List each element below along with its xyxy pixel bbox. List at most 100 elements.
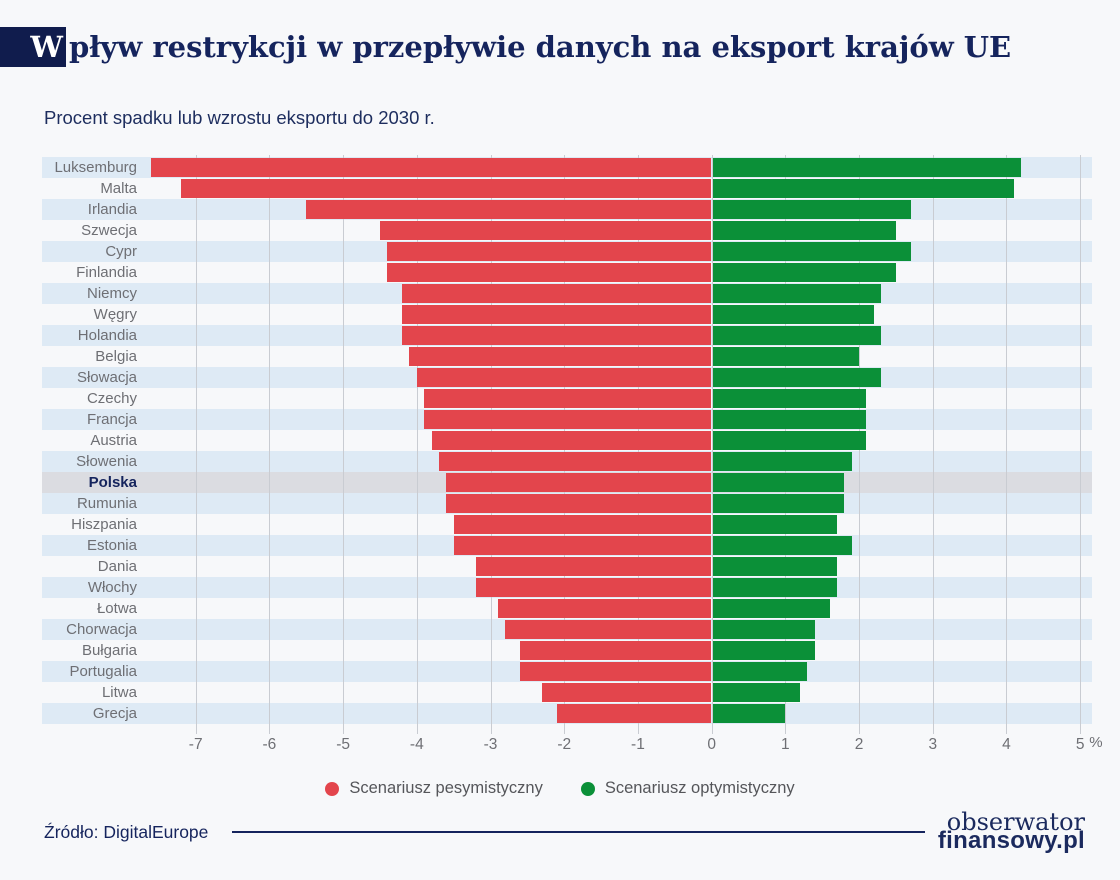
bar-pessimistic xyxy=(424,410,711,429)
chart-row: Szwecja xyxy=(42,220,1092,241)
bar-pessimistic xyxy=(416,368,711,387)
bar-optimistic xyxy=(712,179,1014,198)
plot-area xyxy=(150,220,1092,241)
plot-area xyxy=(150,472,1092,493)
plot-area xyxy=(150,682,1092,703)
chart-row: Rumunia xyxy=(42,493,1092,514)
legend-item: Scenariusz optymistyczny xyxy=(580,779,795,798)
bar-pessimistic xyxy=(402,284,711,303)
bar-pessimistic xyxy=(505,620,711,639)
country-label: Hiszpania xyxy=(71,516,137,533)
bar-optimistic xyxy=(712,599,830,618)
x-tick-label: 3 xyxy=(928,736,938,753)
logo-line-2: finansowy.pl xyxy=(937,827,1085,854)
country-label: Finlandia xyxy=(76,264,137,281)
plot-area xyxy=(150,430,1092,451)
chart-row: Litwa xyxy=(42,682,1092,703)
bar-optimistic xyxy=(712,641,815,660)
bar-pessimistic xyxy=(520,662,711,681)
legend-label: Scenariusz pesymistyczny xyxy=(349,779,543,797)
country-label: Estonia xyxy=(86,537,137,554)
country-label: Czechy xyxy=(86,390,137,407)
country-label: Cypr xyxy=(105,243,137,260)
bar-optimistic xyxy=(712,284,882,303)
chart-row: Czechy xyxy=(42,388,1092,409)
country-label: Łotwa xyxy=(96,600,137,617)
legend: Scenariusz pesymistyczny Scenariusz optym… xyxy=(0,779,1120,798)
plot-area xyxy=(150,325,1092,346)
bar-pessimistic xyxy=(180,179,711,198)
legend-label: Scenariusz optymistyczny xyxy=(604,779,795,797)
bar-optimistic xyxy=(712,536,852,555)
chart-row: Węgry xyxy=(42,304,1092,325)
plot-area xyxy=(150,577,1092,598)
title-initial: W xyxy=(30,30,63,64)
bar-pessimistic xyxy=(475,578,711,597)
bar-pessimistic xyxy=(453,536,711,555)
legend-dot-icon xyxy=(325,781,340,796)
bar-pessimistic xyxy=(402,305,711,324)
bar-pessimistic xyxy=(431,431,711,450)
plot-area xyxy=(150,346,1092,367)
plot-area xyxy=(150,451,1092,472)
chart-row: Hiszpania xyxy=(42,514,1092,535)
footer: Źródło: DigitalEurope obserwator finanso… xyxy=(44,810,1085,862)
plot-area xyxy=(150,535,1092,556)
bar-optimistic xyxy=(712,389,867,408)
bar-pessimistic xyxy=(379,221,711,240)
legend-dot-icon xyxy=(580,781,595,796)
chart-rows: Luksemburg Malta Irlandia Szwecja Cypr Finlan… xyxy=(42,157,1092,724)
x-tick-label: 0 xyxy=(707,736,716,753)
chart-row: Dania xyxy=(42,556,1092,577)
bar-pessimistic xyxy=(151,158,711,177)
divider-line xyxy=(232,831,925,833)
chart-row: Bułgaria xyxy=(42,640,1092,661)
bar-optimistic xyxy=(712,557,837,576)
country-label: Włochy xyxy=(87,579,137,596)
x-tick-label: -4 xyxy=(409,736,424,753)
plot-area xyxy=(150,304,1092,325)
plot-area xyxy=(150,598,1092,619)
plot-area xyxy=(150,493,1092,514)
page-title: W pływ restrykcji w przepływie danych na… xyxy=(0,27,1011,67)
chart-row: Słowenia xyxy=(42,451,1092,472)
country-label: Niemcy xyxy=(86,285,137,302)
country-label: Belgia xyxy=(95,348,137,365)
country-label: Rumunia xyxy=(76,495,137,512)
bar-optimistic xyxy=(712,578,837,597)
plot-area xyxy=(150,556,1092,577)
source-label: Źródło: DigitalEurope xyxy=(44,822,209,842)
country-label: Bułgaria xyxy=(81,642,137,659)
title-initial-box: W xyxy=(0,27,66,67)
x-tick-label: -1 xyxy=(631,736,645,753)
bar-chart: Luksemburg Malta Irlandia Szwecja Cypr Finlan… xyxy=(42,155,1103,760)
chart-row: Austria xyxy=(42,430,1092,451)
bar-optimistic xyxy=(712,620,815,639)
chart-row: Słowacja xyxy=(42,367,1092,388)
bar-pessimistic xyxy=(438,452,711,471)
plot-area xyxy=(150,241,1092,262)
bar-optimistic xyxy=(712,200,911,219)
x-axis-unit: % xyxy=(1089,734,1103,751)
bar-pessimistic xyxy=(409,347,711,366)
country-label: Szwecja xyxy=(81,222,137,239)
plot-area xyxy=(150,388,1092,409)
chart-row: Luksemburg xyxy=(42,157,1092,178)
plot-area xyxy=(150,640,1092,661)
chart-row: Irlandia xyxy=(42,199,1092,220)
country-label: Dania xyxy=(97,558,137,575)
bar-optimistic xyxy=(712,431,867,450)
bar-pessimistic xyxy=(402,326,711,345)
plot-area xyxy=(150,514,1092,535)
plot-area xyxy=(150,661,1092,682)
bar-optimistic xyxy=(712,158,1022,177)
bar-optimistic xyxy=(712,305,874,324)
bar-pessimistic xyxy=(556,704,711,723)
x-tick-label: 1 xyxy=(781,736,790,753)
chart-row: Chorwacja xyxy=(42,619,1092,640)
chart-row: Włochy xyxy=(42,577,1092,598)
chart-row: Francja xyxy=(42,409,1092,430)
chart-row: Łotwa xyxy=(42,598,1092,619)
chart-row: Estonia xyxy=(42,535,1092,556)
x-tick-label: 5 xyxy=(1075,736,1085,753)
